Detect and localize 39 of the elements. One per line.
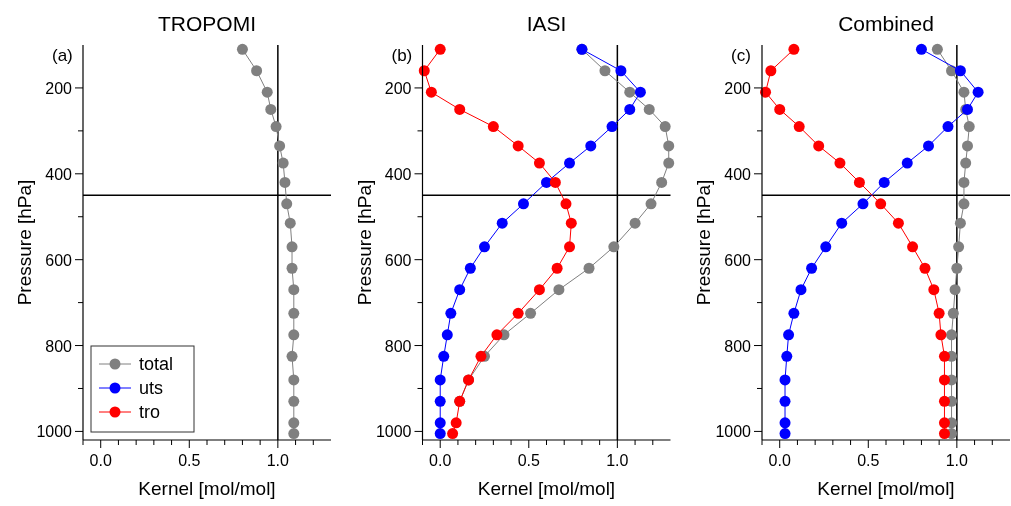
x-tick-label: 0.5 (517, 452, 540, 469)
y-tick-label: 800 (384, 337, 412, 355)
x-axis-title: Kernel [mol/mol] (477, 478, 616, 499)
y-tick-label: 800 (724, 337, 752, 355)
x-tick-label: 0.5 (857, 452, 880, 469)
x-tick-label: 1.0 (945, 452, 969, 469)
x-tick-label: 1.0 (606, 452, 629, 469)
chart-title: IASI (526, 12, 567, 35)
legend-label: total (139, 354, 174, 374)
y-tick-label: 200 (724, 79, 752, 97)
text: (a) (52, 46, 73, 65)
y-tick-label: 1000 (375, 423, 412, 441)
y-tick-label: 600 (384, 251, 412, 269)
x-tick-label: 0.0 (429, 452, 452, 469)
x-axis-title: Kernel [mol/mol] (817, 478, 955, 499)
text: (c) (731, 46, 751, 65)
y-tick-label: 200 (384, 79, 412, 97)
x-tick-label: 1.0 (266, 452, 290, 469)
y-axis-title: Pressure [hPa] (353, 179, 375, 306)
y-tick-label: 600 (45, 251, 73, 269)
y-tick-label: 600 (724, 251, 752, 269)
x-tick-label: 0.0 (89, 452, 112, 469)
y-axis-title: Pressure [hPa] (14, 179, 35, 306)
x-tick-label: 0.5 (178, 452, 201, 469)
y-tick-label: 400 (384, 165, 412, 183)
y-axis-title: Pressure [hPa] (693, 179, 714, 306)
x-tick-label: 0.0 (768, 452, 791, 469)
y-tick-label: 1000 (715, 423, 752, 441)
y-tick-label: 400 (45, 165, 73, 183)
legend-label: uts (139, 378, 164, 398)
legend-label: tro (139, 402, 161, 422)
x-axis-title: Kernel [mol/mol] (138, 478, 276, 499)
chart-title: TROPOMI (158, 12, 256, 35)
y-tick-label: 400 (724, 165, 752, 183)
text: (b) (391, 46, 413, 65)
y-tick-label: 1000 (36, 423, 73, 441)
y-tick-label: 200 (45, 79, 73, 97)
chart-title: Combined (838, 12, 934, 35)
y-tick-label: 800 (45, 337, 73, 355)
